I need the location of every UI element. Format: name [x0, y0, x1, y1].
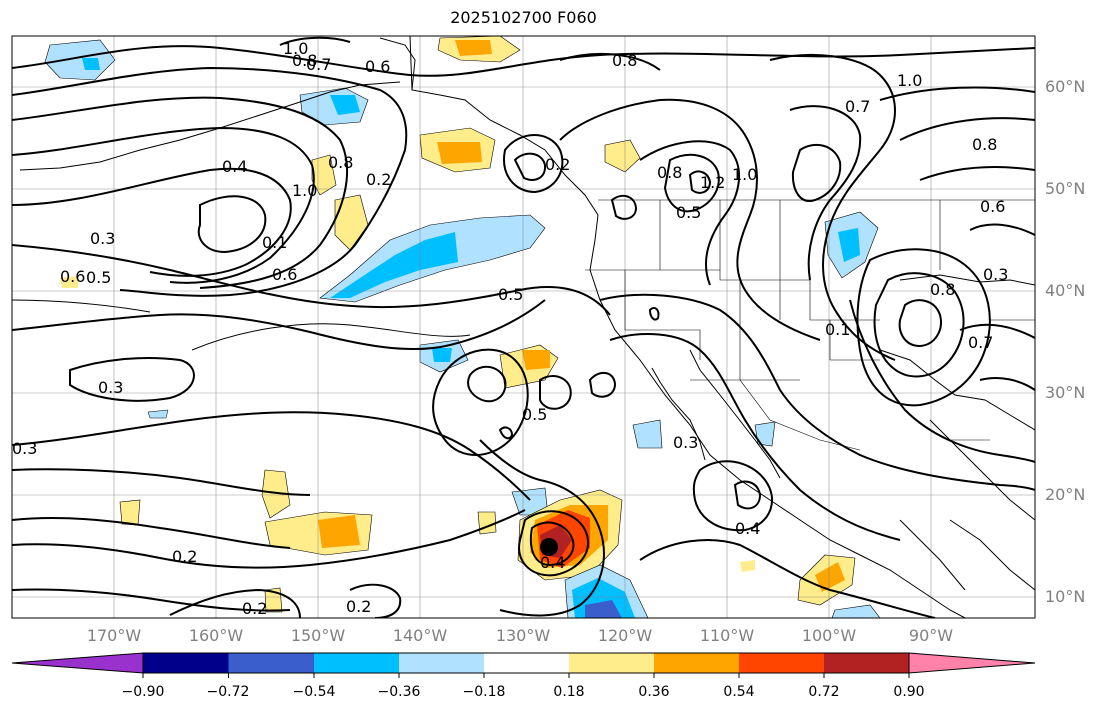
contour-label: 0.3: [12, 439, 37, 458]
lon-label: 140°W: [392, 626, 448, 645]
lon-label: 150°W: [290, 626, 346, 645]
contour-label: 0.6: [980, 197, 1005, 216]
contour-label: 0.3: [90, 229, 115, 248]
colorbar-swatch: [824, 653, 909, 673]
colorbar-swatch: [314, 653, 399, 673]
colorbar-extend-high: [908, 652, 1036, 674]
contour-label: 0.2: [172, 547, 197, 566]
contour-label: 0.2: [242, 599, 267, 618]
contour-label: 0.2: [545, 155, 570, 174]
political-borders: [585, 199, 1035, 451]
contour-label: 0.4: [735, 519, 760, 538]
lon-label: 160°W: [188, 626, 244, 645]
contour-lines-thin: [12, 299, 471, 351]
contour-label: 0.8: [657, 163, 682, 182]
contour-label: 0.6: [60, 267, 85, 286]
colorbar-swatch: [143, 653, 229, 673]
coastlines: [19, 36, 1035, 618]
contour-label: 0.3: [983, 265, 1008, 284]
contour-label: 1.2: [700, 173, 725, 192]
contour-label: 1.0: [283, 39, 308, 58]
contour-label: 0.8: [292, 51, 317, 70]
lon-label: 170°W: [86, 626, 142, 645]
lat-label: 20°N: [1045, 485, 1086, 504]
map-frame: [11, 35, 1036, 619]
colorbar-tick-label: −0.72: [206, 684, 250, 700]
contour-label: 0.8: [972, 135, 997, 154]
contour-label: 0.4: [222, 157, 247, 176]
colorbar-swatch: [739, 653, 824, 673]
storm-center-marker: [540, 538, 558, 556]
lat-label: 10°N: [1045, 587, 1086, 606]
lat-label: 60°N: [1045, 77, 1086, 96]
contour-label: 0.2: [366, 170, 391, 189]
contour-label: 0.5: [498, 285, 523, 304]
colorbar: [11, 652, 1036, 678]
contour-label: 0.7: [968, 333, 993, 352]
lon-label: 120°W: [597, 626, 653, 645]
contour-label: 1.0: [897, 71, 922, 90]
contour-label: 0.6: [272, 265, 297, 284]
lat-label: 50°N: [1045, 179, 1086, 198]
contour-label: 0.2: [346, 597, 371, 616]
colorbar-tick-label: 0.18: [553, 684, 585, 700]
colorbar-tick-label: −0.90: [121, 684, 165, 700]
contour-label: 0.5: [522, 405, 547, 424]
colorbar-tick-label: 0.90: [893, 684, 925, 700]
contour-label: 0.1: [262, 233, 287, 252]
contour-label: 0.3: [98, 378, 123, 397]
colorbar-border: [142, 652, 910, 674]
colorbar-extend-low: [11, 652, 144, 674]
colorbar-tick-label: −0.54: [292, 684, 336, 700]
lat-label: 40°N: [1045, 281, 1086, 300]
graticule: [12, 36, 1035, 618]
contour-label: 0.7: [845, 97, 870, 116]
colorbar-tick-label: 0.54: [723, 684, 755, 700]
colorbar-tick-label: 0.36: [638, 684, 670, 700]
lon-label: 110°W: [699, 626, 755, 645]
contour-label: 0.6: [365, 57, 390, 76]
contour-label: 0.8: [328, 153, 353, 172]
contour-label: 0.5: [676, 203, 701, 222]
colorbar-swatch: [484, 653, 569, 673]
contour-label: 0.7: [306, 55, 331, 74]
contour-label: 0.3: [673, 433, 698, 452]
colorbar-swatch: [399, 653, 484, 673]
contour-lines: [12, 36, 1035, 618]
colorbar-swatch: [654, 653, 739, 673]
lat-label: 30°N: [1045, 383, 1086, 402]
contour-label: 1.0: [292, 181, 317, 200]
contour-label: 0.8: [612, 51, 637, 70]
lon-label: 130°W: [495, 626, 551, 645]
contour-labels: 1.0 0.8 0.7 0.6 0.8 0.7 1.0 0.4 1.0 0.2 …: [12, 39, 1008, 618]
map-title: 2025102700 F060: [450, 8, 597, 27]
contour-label: 0.5: [86, 268, 111, 287]
contour-label: 1.0: [732, 165, 757, 184]
colorbar-tick-label: −0.18: [462, 684, 506, 700]
colorbar-swatch: [569, 653, 654, 673]
lon-label: 90°W: [908, 626, 954, 645]
colorbar-swatch: [228, 653, 314, 673]
colorbar-tick-label: 0.72: [808, 684, 840, 700]
colorbar-tick-label: −0.36: [377, 684, 421, 700]
lon-label: 100°W: [801, 626, 857, 645]
contour-label: 0.4: [540, 553, 565, 572]
contour-label: 0.8: [930, 280, 955, 299]
contour-label: 0.1: [825, 320, 850, 339]
